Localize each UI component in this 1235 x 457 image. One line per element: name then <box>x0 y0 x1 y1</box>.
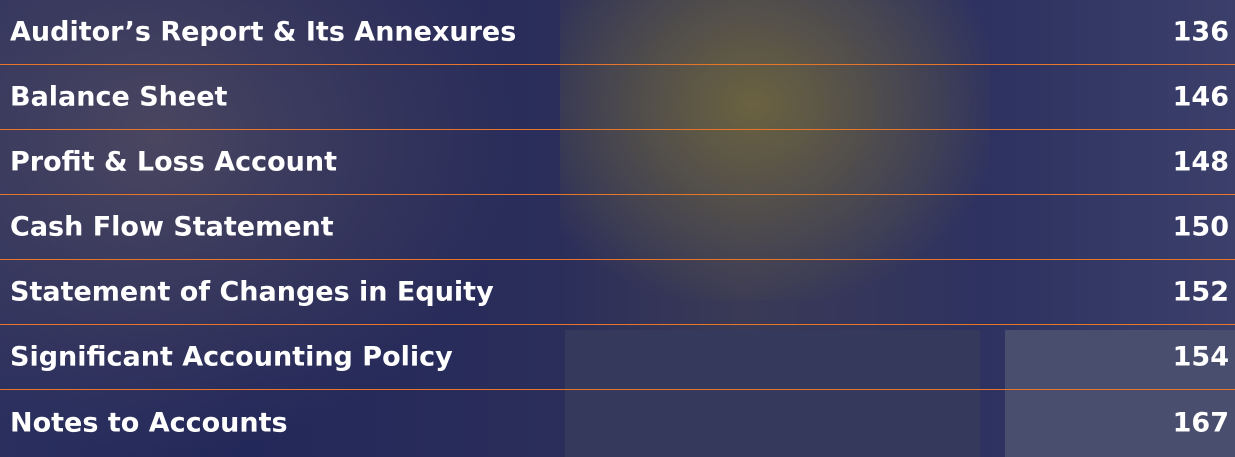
entry-title: Notes to Accounts <box>10 407 288 438</box>
background-image <box>565 330 980 457</box>
entry-page: 167 <box>1172 407 1229 438</box>
entry-title: Auditor’s Report & Its Annexures <box>10 16 517 48</box>
entry-title: Balance Sheet <box>10 81 228 113</box>
entry-page: 146 <box>1172 81 1229 113</box>
toc-entry[interactable]: Cash Flow Statement 150 <box>0 195 1235 260</box>
background-image <box>560 0 990 300</box>
entry-title: Profit & Loss Account <box>10 146 338 178</box>
toc-entry[interactable]: Auditor’s Report & Its Annexures 136 <box>0 0 1235 65</box>
toc-entry[interactable]: Profit & Loss Account 148 <box>0 130 1235 195</box>
toc-entry[interactable]: Statement of Changes in Equity 152 <box>0 260 1235 325</box>
toc-entry[interactable]: Notes to Accounts 167 <box>0 390 1235 455</box>
entry-title: Significant Accounting Policy <box>10 341 453 373</box>
entry-title: Statement of Changes in Equity <box>10 276 494 308</box>
background-image <box>0 0 520 457</box>
entry-page: 152 <box>1172 276 1229 308</box>
toc-entry[interactable]: Balance Sheet 146 <box>0 65 1235 130</box>
entry-title: Cash Flow Statement <box>10 211 334 243</box>
background-image <box>1005 330 1235 457</box>
entry-page: 148 <box>1172 146 1229 178</box>
entry-page: 136 <box>1172 16 1229 48</box>
toc-entry[interactable]: Significant Accounting Policy 154 <box>0 325 1235 390</box>
entry-page: 154 <box>1172 341 1229 373</box>
entry-page: 150 <box>1172 211 1229 243</box>
